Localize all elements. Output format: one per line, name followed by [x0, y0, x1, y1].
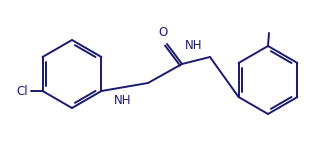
Text: O: O [158, 26, 167, 39]
Text: NH: NH [185, 38, 203, 52]
Text: NH: NH [114, 94, 132, 107]
Text: Cl: Cl [16, 84, 28, 98]
